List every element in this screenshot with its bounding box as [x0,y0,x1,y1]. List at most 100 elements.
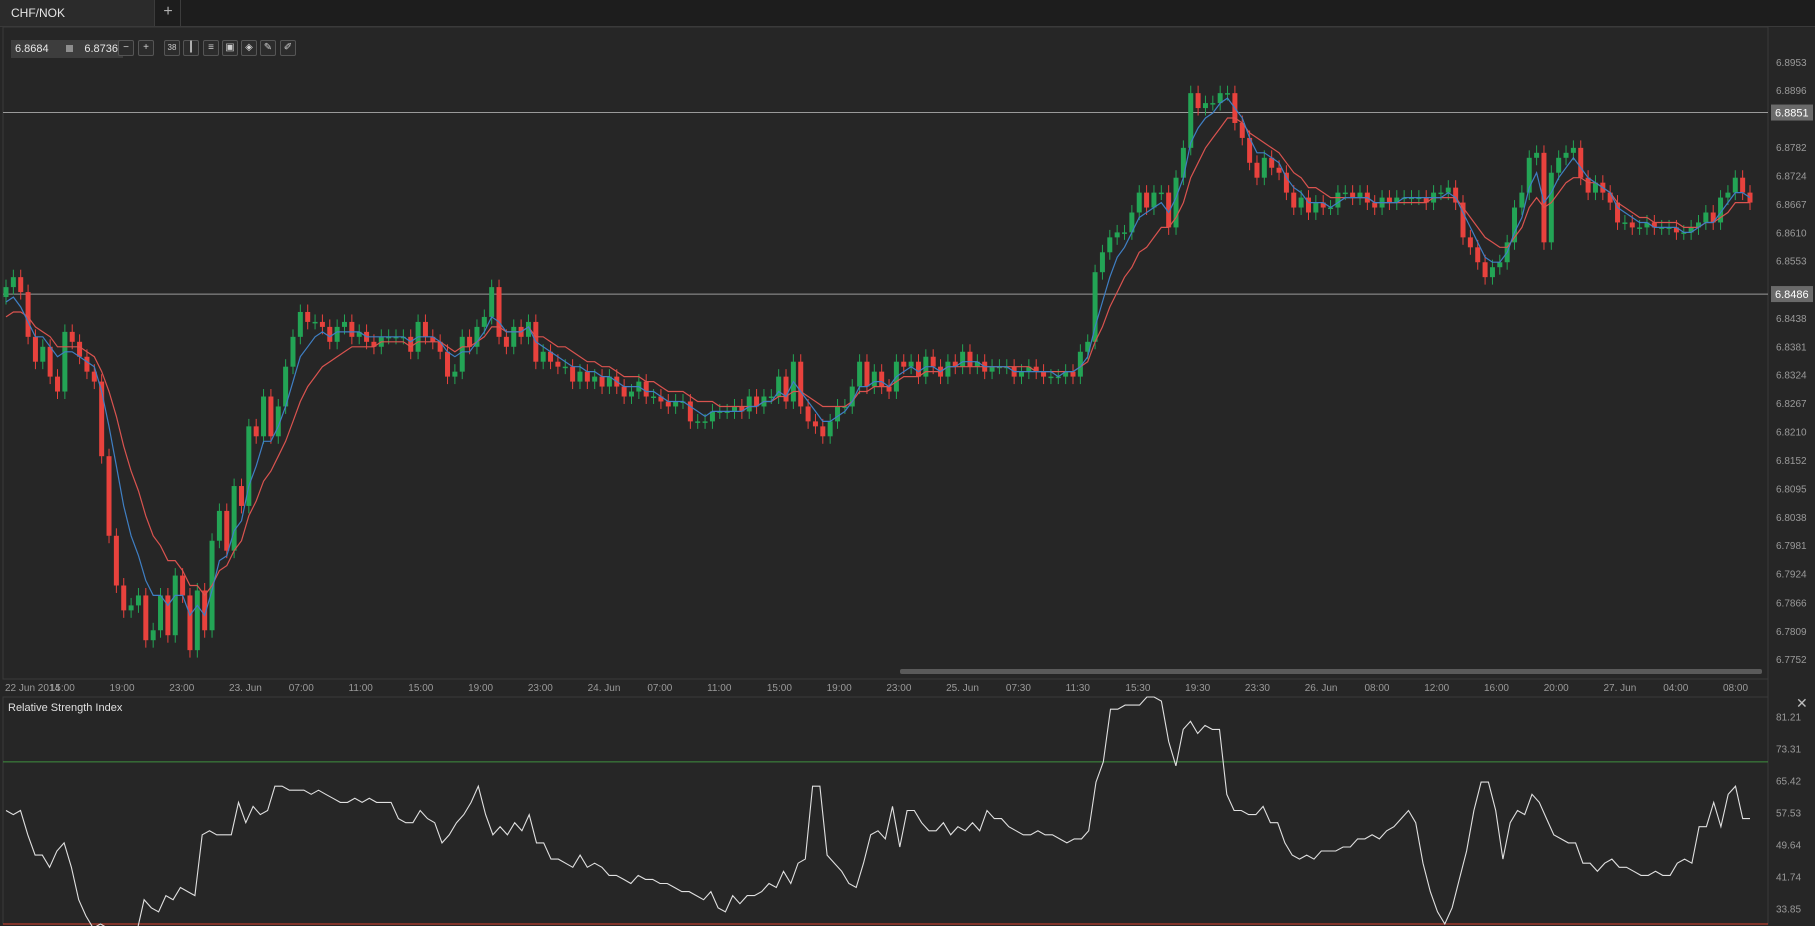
candle-body [1144,192,1150,208]
level-price-badge [1771,286,1813,303]
candle-body [1556,157,1562,173]
candle-body [702,421,708,423]
candle-body [570,366,576,382]
candle-body [886,386,892,392]
indicators-icon[interactable]: ≡ [203,40,219,56]
candle-body [1173,177,1179,228]
candle-body [1239,122,1245,138]
rsi-title: Relative Strength Index [8,702,123,714]
level-price-label: 6.8851 [1775,108,1809,120]
candle-body [106,456,112,536]
time-axis-tick: 19:00 [827,683,852,694]
candle-body [1269,157,1275,168]
time-axis-tick: 07:30 [1006,683,1031,694]
candle-body [422,321,428,337]
candle-body [231,486,237,551]
candle-body [371,341,377,347]
candle-body [1313,202,1319,213]
close-indicator-icon[interactable]: ✕ [1796,695,1808,711]
candle-body [1651,222,1657,228]
price-axis-tick: 6.8381 [1776,342,1807,353]
candle-body [628,391,634,397]
candle-body [437,341,443,352]
time-axis-tick: 11:00 [349,683,374,694]
candle-body [1129,212,1135,233]
rsi-line [5,696,1750,926]
candle-body [297,311,303,337]
rsi-axis-tick: 65.42 [1776,776,1801,787]
candle-body [658,396,664,402]
candle-body [606,376,612,387]
candle-body [974,361,980,367]
candle-body [1725,192,1731,198]
time-axis-tick: 24. Jun [588,683,621,694]
candle-body [3,287,9,298]
tab-chf-nok[interactable]: CHF/NOK [0,0,155,26]
spread-icon [66,45,73,52]
candle-body [113,535,119,586]
candle-body [143,595,149,641]
candle-body [18,277,24,293]
candle-body [290,336,296,367]
candle-type-icon[interactable]: ┃ [183,40,199,56]
candle-body [253,426,259,437]
candle-body [835,406,841,422]
candle-body [1350,192,1356,198]
candle-body [77,341,83,357]
time-axis-tick: 23. Jun [229,683,262,694]
price-axis-tick: 6.7924 [1776,570,1807,581]
time-axis-tick: 07:00 [289,683,314,694]
candle-body [1085,341,1091,352]
add-tab-button[interactable]: + [156,0,181,26]
candle-body [1519,192,1525,208]
candle-body [503,336,509,347]
draw-icon[interactable]: ✎ [260,40,276,56]
candle-body [84,356,90,372]
time-axis-tick: 15:00 [767,683,792,694]
candle-body [1673,227,1679,233]
candle-body [1261,157,1267,178]
candle-body [1276,167,1282,173]
price-axis-tick: 6.8896 [1776,86,1807,97]
level-price-badge [1771,104,1813,121]
candle-body [356,331,362,337]
price-axis-tick: 6.7981 [1776,541,1807,552]
candle-body [408,336,414,352]
time-axis-tick: 08:00 [1364,683,1389,694]
time-axis-tick: 23:00 [886,683,911,694]
candle-body [135,595,141,606]
candle-body [746,396,752,412]
candle-body [341,321,347,327]
objects-icon[interactable]: ◈ [241,40,257,56]
quote-box: 6.8684 6.8736 [11,40,123,58]
horizontal-scrollbar[interactable] [900,669,1762,674]
candle-body [577,371,583,382]
compare-icon[interactable]: ▣ [222,40,238,56]
zoom-in-icon[interactable]: + [138,40,154,56]
rsi-axis-tick: 41.74 [1776,872,1801,883]
period-label: 38 [167,43,177,52]
candle-body [1460,202,1466,238]
zoom-out-icon[interactable]: − [118,40,134,56]
period-icon[interactable]: 38 [164,40,180,56]
candle-body [47,346,53,377]
candle-body [1681,232,1687,234]
rsi-axis-tick: 49.64 [1776,840,1801,851]
candle-body [1401,197,1407,200]
candle-body [915,361,921,377]
time-axis-tick: 16:00 [1484,683,1509,694]
pen-icon[interactable]: ✐ [280,40,296,56]
candle-body [739,406,745,412]
candle-body [275,406,281,437]
candle-body [1585,177,1591,193]
time-axis-tick: 27. Jun [1603,683,1636,694]
candle-body [268,396,274,437]
price-axis-tick: 6.8210 [1776,427,1807,438]
candle-body [651,396,657,399]
candle-body [1659,227,1665,229]
candle-body [1122,232,1128,234]
price-axis-tick: 6.8553 [1776,257,1807,268]
candle-body [1107,237,1113,253]
candle-body [1718,197,1724,223]
